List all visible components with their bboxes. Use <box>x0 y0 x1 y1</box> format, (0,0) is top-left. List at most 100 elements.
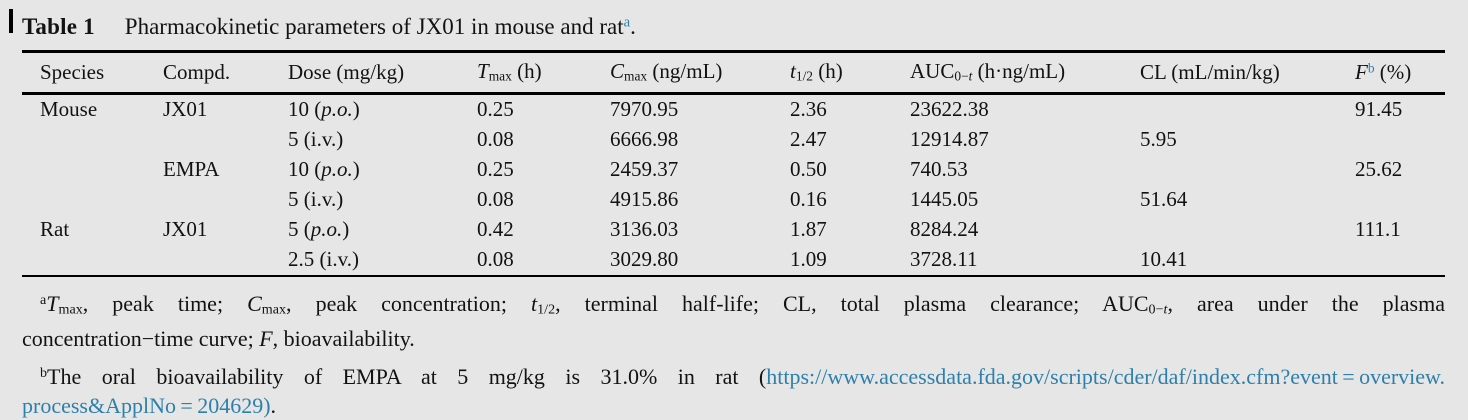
text-segment: 5 ( <box>288 217 311 242</box>
table-caption: Table 1 Pharmacokinetic parameters of JX0… <box>22 8 1445 42</box>
pharmacokinetics-table: Species Compd. Dose (mg/kg) Tmax (h) Cmax (n… <box>22 50 1445 276</box>
text-segment: (h·ng/mL) <box>972 59 1066 84</box>
table-cell: 10 (p.o.) <box>270 93 459 125</box>
column-header: Dose (mg/kg) <box>270 51 459 95</box>
table-cell <box>22 245 145 276</box>
table-cell: 0.16 <box>790 187 827 212</box>
text-segment: Species <box>40 59 105 84</box>
table-cell: 4915.86 <box>610 187 679 212</box>
text-segment: 0− <box>954 68 969 84</box>
table-cell <box>1122 93 1337 125</box>
text-segment: max <box>58 301 83 318</box>
table-number-label: Table 1 <box>22 14 95 40</box>
table-cell: 23622.38 <box>910 97 989 122</box>
text-segment: C <box>610 59 625 84</box>
table-cell: JX01 <box>163 217 208 242</box>
text-segment: 10 ( <box>288 157 322 182</box>
text-segment: (%) <box>1374 59 1412 84</box>
table-cell: 7970.95 <box>610 97 679 122</box>
table-cell <box>1122 155 1337 185</box>
table-cell: 0.08 <box>477 187 514 212</box>
text-segment: ) <box>342 217 350 242</box>
table-row: Mouse JX01 10 (p.o.) 0.25 7970.95 2.36 23622.3… <box>22 93 1445 125</box>
table-cell <box>145 125 270 155</box>
table-cell: 740.53 <box>910 157 968 182</box>
table-cell: 0.08 <box>477 247 514 272</box>
table-cell: 5 (i.v.) <box>288 187 344 212</box>
text-segment: (h) <box>813 59 843 84</box>
table-cell: 2.36 <box>790 97 827 122</box>
table-cell <box>1337 185 1445 215</box>
table-cell: 10 (p.o.) <box>270 155 459 185</box>
table-cell: EMPA <box>163 157 220 182</box>
table-cell: 5 (i.v.) <box>288 127 344 152</box>
text-segment: , terminal half-life; CL, total plasma c… <box>555 290 1149 316</box>
table-cell <box>1122 215 1337 245</box>
table-body: Mouse JX01 10 (p.o.) 0.25 7970.95 2.36 23622.3… <box>22 93 1445 276</box>
text-segment: a <box>40 291 47 308</box>
table-cell: 91.45 <box>1355 97 1403 122</box>
column-header: Compd. <box>145 51 270 95</box>
table-cell: 111.1 <box>1355 217 1401 242</box>
text-segment: t <box>790 59 796 84</box>
text-segment: CL (mL/min/kg) <box>1140 59 1280 84</box>
column-header: Cmax (ng/mL) <box>592 51 772 95</box>
table-cell: 1445.05 <box>910 187 979 212</box>
table-cell: Rat <box>40 217 70 242</box>
table-cell: 10.41 <box>1140 247 1188 272</box>
text-segment: max <box>488 68 512 84</box>
text-segment: max <box>624 68 648 84</box>
footnote-a: aTmax, peak time; Cmax, peak concentrati… <box>22 286 1445 354</box>
column-header: AUC0−t (h·ng/mL) <box>892 51 1122 95</box>
text-segment: ) <box>352 157 360 182</box>
table-cell <box>22 185 145 215</box>
text-segment: F <box>1355 59 1368 84</box>
table-cell: Mouse <box>40 97 98 122</box>
text-segment: Dose (mg/kg) <box>288 59 405 84</box>
text-segment: 1/2 <box>537 301 556 318</box>
text-segment: The oral bioavailability of EMPA at 5 mg… <box>47 364 767 390</box>
table-cell: 3728.11 <box>910 247 978 272</box>
text-segment: F <box>259 326 273 352</box>
text-segment: 1/2 <box>795 68 814 84</box>
fda-link[interactable]: https://www.accessdata.fda.gov/scripts/c… <box>766 364 1445 390</box>
table-cell: 8284.24 <box>910 217 979 242</box>
text-segment: 0− <box>1148 301 1164 318</box>
table-cell <box>22 155 145 185</box>
text-segment: T <box>477 59 489 84</box>
fda-link[interactable]: process&ApplNo = 204629) <box>22 393 271 419</box>
text-segment: (h) <box>511 59 542 84</box>
text-segment: 10 ( <box>288 97 322 122</box>
text-segment: , area under the plasma <box>1167 290 1445 316</box>
text-segment: , peak concentration; <box>286 290 532 316</box>
table-cell: 0.25 <box>477 97 514 122</box>
column-header: Species <box>22 51 145 95</box>
column-header: t1/2 (h) <box>772 51 892 95</box>
text-segment: b <box>1367 59 1375 75</box>
text-segment: (ng/mL) <box>647 59 723 84</box>
text-segment: t <box>1163 301 1168 318</box>
column-header: Tmax (h) <box>459 51 592 95</box>
table-cell: 0.08 <box>477 127 514 152</box>
footnote-line: bThe oral bioavailability of EMPA at 5 m… <box>22 359 1445 391</box>
table-row: 2.5 (i.v.) 0.08 3029.80 1.09 3728.11 10.41 <box>22 245 1445 276</box>
table-cell: 12914.87 <box>910 127 989 152</box>
table-cell: 6666.98 <box>610 127 679 152</box>
table-row: 5 (i.v.) 0.08 4915.86 0.16 1445.05 51.64 <box>22 185 1445 215</box>
text-segment: AUC <box>910 59 955 84</box>
table-cell <box>1337 245 1445 276</box>
text-segment: t <box>531 290 538 316</box>
table-cell: 3136.03 <box>610 217 679 242</box>
table-row: EMPA 10 (p.o.) 0.25 2459.37 0.50 740.53 25.62 <box>22 155 1445 185</box>
text-segment: Pharmacokinetic parameters of JX01 in mo… <box>124 14 624 40</box>
table-cell: 3029.80 <box>610 247 679 272</box>
text-segment: a <box>623 15 631 31</box>
footnote-line: aTmax, peak time; Cmax, peak concentrati… <box>22 286 1445 325</box>
footnote-line: process&ApplNo = 204629). <box>22 391 1445 420</box>
text-segment: b <box>40 365 48 382</box>
table-cell: 2.5 (i.v.) <box>288 247 359 272</box>
text-segment: concentration−time curve; <box>22 326 260 352</box>
table-footnotes: aTmax, peak time; Cmax, peak concentrati… <box>22 286 1445 420</box>
text-segment: p.o. <box>310 217 343 242</box>
